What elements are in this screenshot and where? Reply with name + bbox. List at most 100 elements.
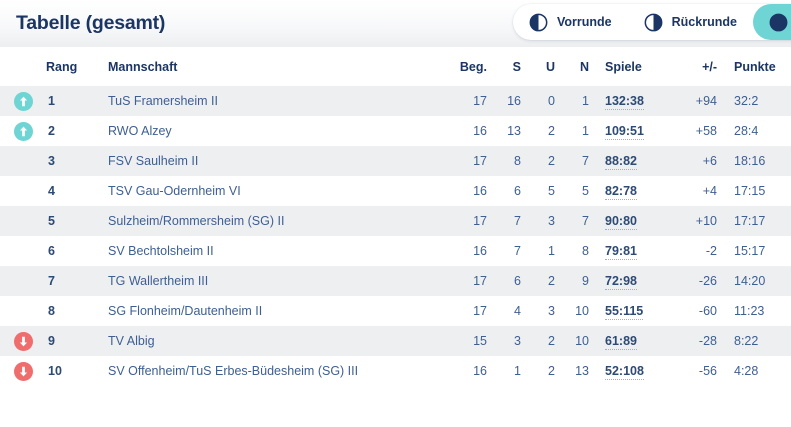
losses-cell: 1 [582,124,589,138]
trend-none [14,212,33,231]
trend-indicator-cell [0,296,46,326]
begegnungen-cell: 17 [473,274,487,288]
goal-difference-cell: +58 [695,124,717,138]
goal-difference-cell: -28 [698,334,717,348]
table-row[interactable]: 1 TuS Framersheim II 17 16 0 1 132:38 +94 32:2 [0,86,791,116]
table-header: Rang Mannschaft Beg. S U N Spiele +/- Pu… [0,47,791,86]
wins-cell: 16 [507,94,521,108]
trend-none [14,272,33,291]
goal-difference-cell: -26 [698,274,717,288]
draws-cell: 2 [548,274,555,288]
trend-indicator-cell [0,176,46,206]
punkte-cell: 11:23 [734,304,765,318]
table-row[interactable]: 10 SV Offenheim/TuS Erbes-Büdesheim (SG) … [0,356,791,386]
spiele-cell: 82:78 [589,176,665,206]
losses-cell: 1 [582,94,589,108]
punkte-cell: 17:17 [734,214,766,228]
spiele-link[interactable]: 61:89 [605,334,637,350]
begegnungen-cell: 16 [473,244,487,258]
rank-cell: 5 [48,214,55,228]
begegnungen-cell: 16 [473,184,487,198]
losses-cell: 13 [575,364,589,378]
wins-cell: 1 [514,364,521,378]
draws-cell: 0 [548,94,555,108]
draws-cell: 2 [548,124,555,138]
draws-cell: 3 [548,214,555,228]
draws-cell: 2 [548,154,555,168]
arrow-up-icon [13,91,33,111]
table-row[interactable]: 7 TG Wallertheim III 17 6 2 9 72:98 -26 14:20 [0,266,791,296]
spiele-link[interactable]: 109:51 [605,124,644,140]
spiele-cell: 132:38 [589,86,665,116]
column-header-u: U [545,59,555,74]
spiele-cell: 55:115 [589,296,665,326]
round-filter-gesamt-button[interactable]: Gesamt [752,4,791,40]
table-row[interactable]: 9 TV Albig 15 3 2 10 61:89 -28 8:22 [0,326,791,356]
table-row[interactable]: 8 SG Flonheim/Dautenheim II 17 4 3 10 55:115 -6… [0,296,791,326]
team-name-cell: FSV Saulheim II [108,154,199,168]
trend-indicator-cell [0,266,46,296]
wins-cell: 13 [507,124,521,138]
table-row[interactable]: 3 FSV Saulheim II 17 8 2 7 88:82 +6 18:16 [0,146,791,176]
spiele-link[interactable]: 82:78 [605,184,637,200]
goal-difference-cell: +10 [695,214,717,228]
round-filter-toggle-group: Vorrunde Rückrunde Gesamt [513,4,791,40]
draws-cell: 1 [548,244,555,258]
spiele-link[interactable]: 72:98 [605,274,637,290]
round-filter-rueckrunde-button[interactable]: Rückrunde [628,4,753,40]
spiele-cell: 61:89 [589,326,665,356]
team-name-cell: SV Bechtolsheim II [108,244,214,258]
wins-cell: 6 [514,274,521,288]
spiele-link[interactable]: 132:38 [605,94,644,110]
team-name-cell: SG Flonheim/Dautenheim II [108,304,263,318]
losses-cell: 9 [582,274,589,288]
column-header-mannschaft: Mannschaft [108,59,178,74]
goal-difference-cell: +6 [702,154,717,168]
team-name-cell: TG Wallertheim III [108,274,209,288]
column-header-punkte: Punkte [734,59,776,74]
goal-difference-cell: +94 [695,94,717,108]
trend-none [14,182,33,201]
round-filter-label: Rückrunde [671,15,737,29]
trend-indicator-cell [0,326,46,356]
losses-cell: 10 [575,334,589,348]
spiele-link[interactable]: 88:82 [605,154,637,170]
spiele-cell: 109:51 [589,116,665,146]
wins-cell: 4 [514,304,521,318]
rank-cell: 4 [48,184,55,198]
page-title: Tabelle (gesamt) [16,11,166,34]
spiele-link[interactable]: 79:81 [605,244,637,260]
spiele-link[interactable]: 55:115 [605,304,644,320]
draws-cell: 2 [548,334,555,348]
spiele-cell: 90:80 [589,206,665,236]
half-circle-right-icon [644,13,663,32]
losses-cell: 7 [582,214,589,228]
rank-cell: 7 [48,274,55,288]
draws-cell: 2 [548,364,555,378]
spiele-link[interactable]: 52:108 [605,364,644,380]
column-header-s: S [512,59,521,74]
column-header-n: N [579,59,589,74]
table-header-row: Rang Mannschaft Beg. S U N Spiele +/- Pu… [0,47,791,86]
punkte-cell: 8:22 [734,334,759,348]
table-row[interactable]: 2 RWO Alzey 16 13 2 1 109:51 +58 28:4 [0,116,791,146]
begegnungen-cell: 17 [473,304,487,318]
table-row[interactable]: 6 SV Bechtolsheim II 16 7 1 8 79:81 -2 15:17 [0,236,791,266]
spiele-link[interactable]: 90:80 [605,214,637,230]
rank-cell: 3 [48,154,55,168]
wins-cell: 7 [514,214,521,228]
round-filter-vorrunde-button[interactable]: Vorrunde [513,4,628,40]
rank-cell: 8 [48,304,55,318]
table-row[interactable]: 5 Sulzheim/Rommersheim (SG) II 17 7 3 7 90:80 +… [0,206,791,236]
punkte-cell: 18:16 [734,154,766,168]
table-body: 1 TuS Framersheim II 17 16 0 1 132:38 +94 32:2 2 R… [0,86,791,386]
team-name-cell: TuS Framersheim II [108,94,218,108]
column-header-plusminus: +/- [702,59,717,74]
table-row[interactable]: 4 TSV Gau-Odernheim VI 16 6 5 5 82:78 +4 17:15 [0,176,791,206]
losses-cell: 7 [582,154,589,168]
trend-indicator-cell [0,236,46,266]
spiele-cell: 88:82 [589,146,665,176]
round-filter-label: Vorrunde [557,15,612,29]
rank-cell: 6 [48,244,55,258]
losses-cell: 8 [582,244,589,258]
